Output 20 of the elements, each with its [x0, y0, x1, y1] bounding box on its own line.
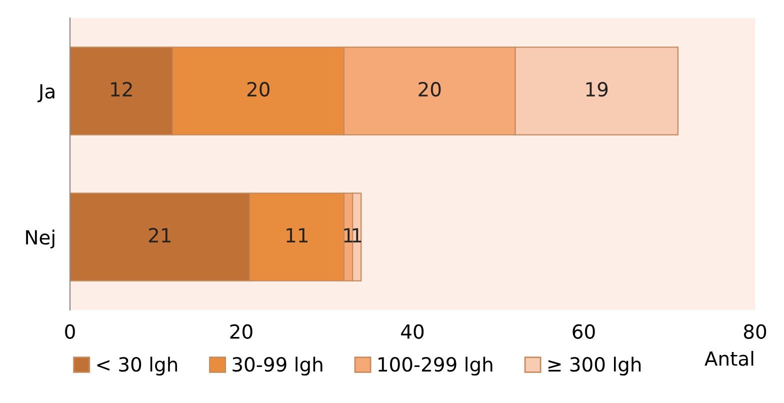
x-tick-label: 40	[401, 324, 424, 339]
data-label: 11	[286, 228, 308, 242]
x-axis-title: Antal	[704, 350, 754, 366]
x-tick-label: 60	[572, 324, 595, 339]
data-label: 20	[418, 82, 441, 97]
data-label: 12	[111, 82, 132, 96]
legend-label: ≥ 300 lgh	[548, 356, 641, 376]
data-label: 21	[148, 228, 170, 242]
data-label: 1	[352, 228, 362, 242]
x-tick-label: 0	[65, 324, 75, 339]
data-label: 1	[344, 228, 353, 242]
x-tick-label: 20	[230, 324, 252, 339]
y-tick-label: Ja	[37, 84, 54, 102]
data-label: 20	[247, 82, 270, 97]
legend-label: < 30 lgh	[97, 356, 178, 376]
data-label: 19	[586, 82, 608, 97]
x-tick-label: 80	[744, 324, 766, 339]
legend-label: 30-99 lgh	[232, 356, 322, 376]
y-tick-label: Nej	[26, 230, 54, 248]
legend-label: 100-299 lgh	[378, 356, 492, 376]
